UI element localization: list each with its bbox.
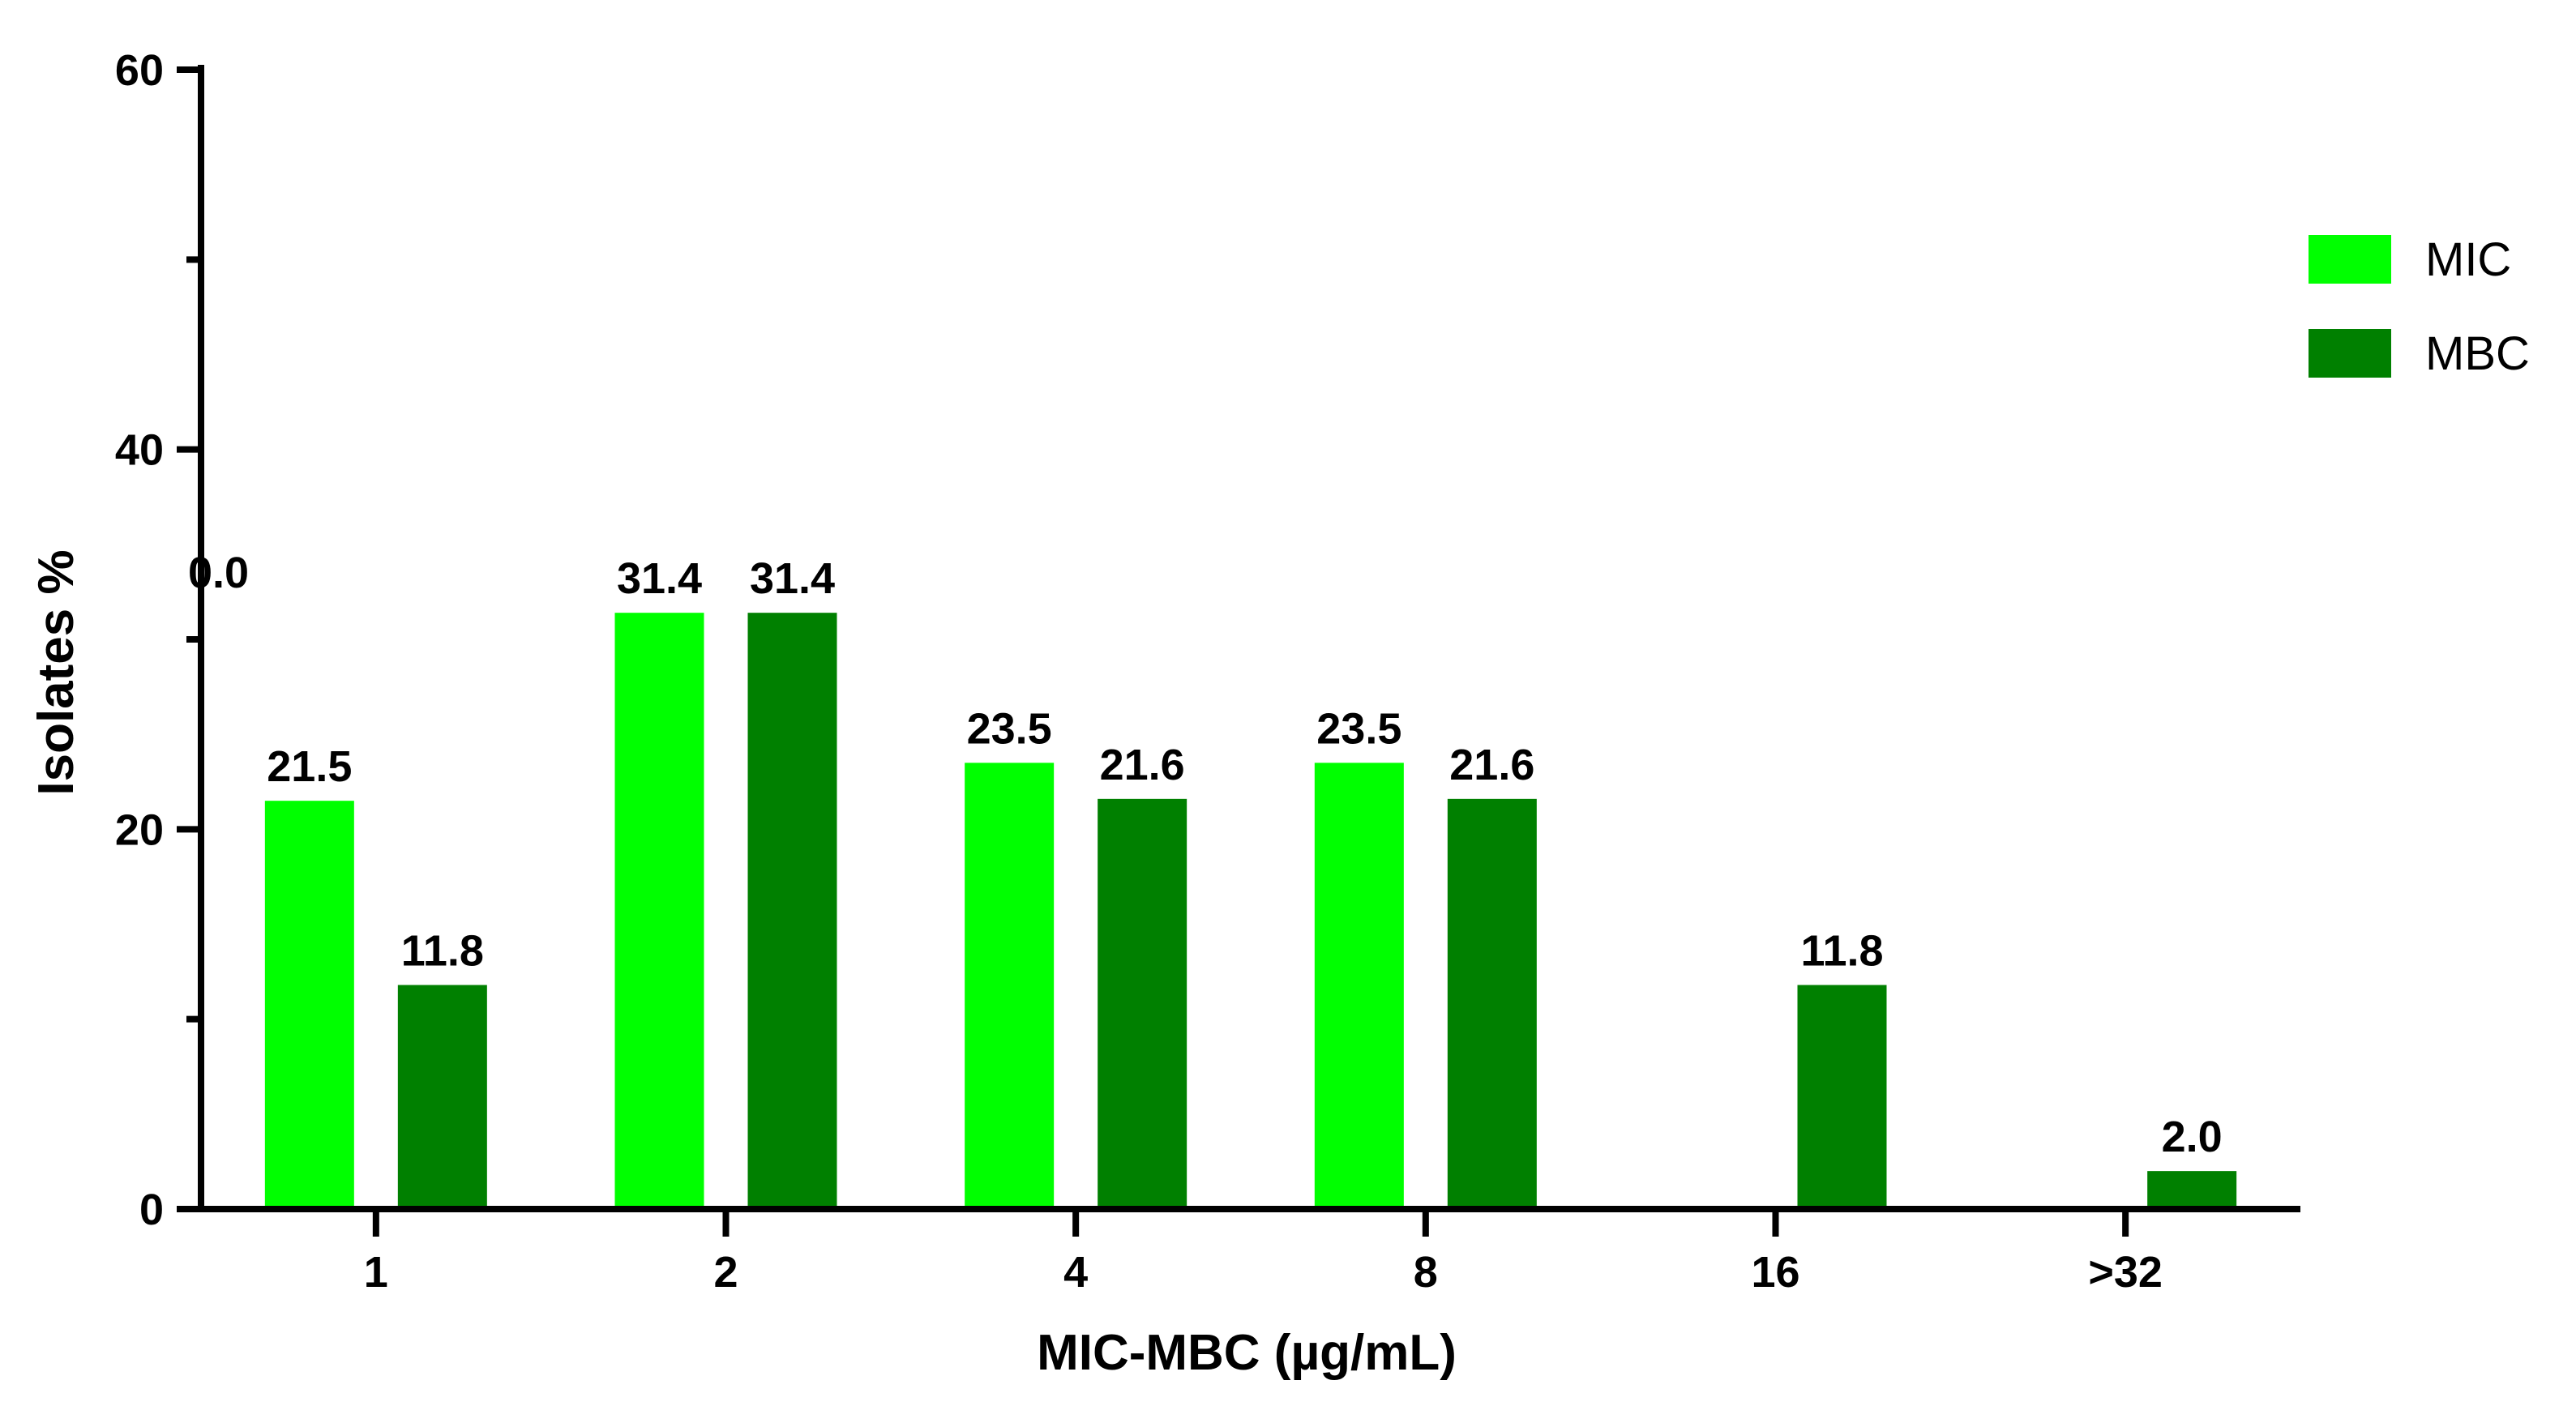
bar-mic-3 bbox=[1314, 763, 1404, 1209]
y-tick-label-40: 40 bbox=[115, 426, 164, 475]
bar-mbc-3 bbox=[1447, 798, 1537, 1209]
data-label-mic-2: 23.5 bbox=[967, 704, 1052, 753]
data-label-mbc-5: 2.0 bbox=[2162, 1113, 2223, 1161]
data-label-mic-0: 21.5 bbox=[267, 742, 352, 791]
y-tick-label-20: 20 bbox=[115, 806, 164, 854]
data-label-mbc-0: 11.8 bbox=[401, 926, 484, 975]
bar-mbc-2 bbox=[1098, 798, 1187, 1209]
legend: MIC MBC bbox=[2309, 233, 2530, 380]
data-label-mbc-4: 11.8 bbox=[1800, 926, 1883, 975]
x-tick-label-1: 2 bbox=[713, 1248, 738, 1297]
legend-swatch-mic bbox=[2309, 235, 2391, 284]
legend-swatch-mbc bbox=[2309, 329, 2391, 378]
x-tick-label-3: 8 bbox=[1414, 1248, 1438, 1297]
x-tick-label-0: 1 bbox=[364, 1248, 388, 1297]
legend-label-mbc: MBC bbox=[2425, 327, 2530, 380]
axes-group: 0 20 40 60 1 2 4 8 16 >32 bbox=[115, 46, 2300, 1297]
x-tick-label-4: 16 bbox=[1751, 1248, 1799, 1297]
bar-mbc-5 bbox=[2147, 1171, 2237, 1209]
bar-mbc-0 bbox=[397, 985, 487, 1209]
bar-mic-1 bbox=[614, 613, 704, 1209]
bar-mbc-1 bbox=[747, 613, 837, 1209]
y-tick-label-60: 60 bbox=[115, 46, 164, 95]
annotation-label: 0.0 bbox=[188, 549, 249, 597]
legend-label-mic: MIC bbox=[2425, 233, 2511, 286]
x-tick-label-2: 4 bbox=[1063, 1248, 1088, 1297]
y-tick-label-0: 0 bbox=[139, 1186, 164, 1234]
x-tick-label-5: >32 bbox=[2088, 1248, 2163, 1297]
y-axis-title: Isolates % bbox=[28, 549, 84, 795]
data-label-mic-1: 31.4 bbox=[617, 554, 702, 603]
data-label-mbc-1: 31.4 bbox=[750, 554, 835, 603]
bar-mbc-4 bbox=[1797, 985, 1887, 1209]
bar-mic-2 bbox=[965, 763, 1055, 1209]
bar-mic-0 bbox=[264, 801, 354, 1209]
data-label-mbc-2: 21.6 bbox=[1100, 741, 1185, 789]
bars-group bbox=[264, 613, 2237, 1209]
data-labels-group: 21.5 31.4 23.5 23.5 11.8 31.4 21.6 21.6 11.8 2.0 bbox=[267, 554, 2222, 1161]
x-axis-title: MIC-MBC (µg/mL) bbox=[1037, 1325, 1457, 1381]
data-label-mbc-3: 21.6 bbox=[1449, 741, 1534, 789]
data-label-mic-3: 23.5 bbox=[1316, 704, 1401, 753]
